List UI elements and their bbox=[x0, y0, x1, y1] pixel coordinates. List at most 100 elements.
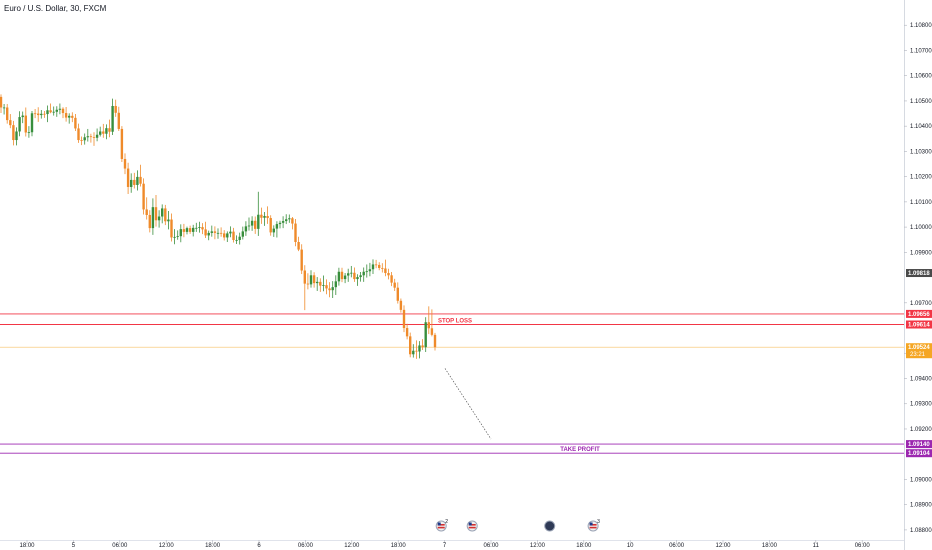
last-close-badge-text: 1.09818 bbox=[908, 271, 930, 277]
candle-body bbox=[316, 281, 319, 284]
candle-body bbox=[58, 108, 62, 110]
candle-body bbox=[92, 137, 96, 138]
candle-body bbox=[340, 271, 344, 280]
candle-body bbox=[223, 233, 226, 238]
candle-body bbox=[285, 219, 288, 222]
candle-body bbox=[399, 300, 403, 310]
candle-body bbox=[195, 227, 198, 229]
y-tick-label: 1.10100 bbox=[910, 200, 932, 206]
candle-body bbox=[359, 275, 362, 278]
candle-body bbox=[198, 227, 201, 228]
candle-body bbox=[123, 158, 127, 169]
candle-body bbox=[83, 137, 86, 141]
candle-body bbox=[167, 219, 170, 222]
candle-body bbox=[33, 113, 37, 115]
candle-body bbox=[297, 241, 300, 250]
y-tick-label: 1.09400 bbox=[910, 377, 932, 383]
candle-body bbox=[95, 134, 99, 138]
y-tick-label: 1.10200 bbox=[910, 175, 932, 181]
flag-stripe-icon bbox=[589, 526, 597, 529]
candle-body bbox=[322, 285, 325, 286]
candle-body bbox=[2, 107, 6, 109]
event-count: 3 bbox=[597, 519, 600, 525]
flag-stripe-icon bbox=[468, 524, 476, 526]
candle-body bbox=[207, 232, 210, 236]
candle-body bbox=[86, 136, 89, 138]
candle-body bbox=[185, 228, 189, 232]
candle-body bbox=[263, 216, 266, 218]
candle-body bbox=[334, 281, 337, 288]
candle-body bbox=[219, 232, 223, 234]
event-marker-dark[interactable] bbox=[544, 520, 556, 532]
candle-body bbox=[405, 328, 409, 337]
candle-body bbox=[74, 117, 77, 129]
y-tick-label: 1.10600 bbox=[910, 74, 932, 80]
x-tick-label: 18:00 bbox=[391, 543, 407, 549]
candle-body bbox=[384, 268, 387, 274]
candle-body bbox=[55, 109, 58, 112]
candle-body bbox=[424, 322, 427, 348]
stop-loss-label: STOP LOSS bbox=[438, 319, 472, 325]
candle-body bbox=[235, 239, 238, 241]
candle-body bbox=[229, 231, 232, 234]
candle-body bbox=[288, 218, 291, 220]
candle-body bbox=[353, 272, 356, 280]
candle-body bbox=[247, 225, 251, 227]
candle-body bbox=[390, 275, 393, 283]
candle-body bbox=[300, 249, 303, 271]
candle-body bbox=[9, 120, 12, 126]
candle-body bbox=[266, 216, 269, 219]
flag-stripe-icon bbox=[589, 524, 597, 526]
candle-body bbox=[331, 287, 334, 291]
y-tick-label: 1.09200 bbox=[910, 427, 932, 433]
y-tick-label: 1.10000 bbox=[910, 225, 932, 231]
candle-body bbox=[102, 131, 105, 134]
candle-body bbox=[412, 350, 415, 355]
candle-body bbox=[328, 288, 331, 291]
candle-body bbox=[396, 287, 399, 301]
candle-body bbox=[117, 112, 120, 129]
candle-body bbox=[0, 96, 3, 108]
candle-body bbox=[80, 140, 83, 141]
candle-body bbox=[325, 285, 328, 289]
candle-body bbox=[216, 232, 220, 234]
candle-body bbox=[312, 275, 316, 284]
candle-body bbox=[244, 226, 248, 232]
candle-body bbox=[139, 176, 142, 184]
candle-body bbox=[43, 113, 46, 115]
candle-body bbox=[250, 220, 254, 226]
candle-body bbox=[6, 107, 9, 121]
candle-body bbox=[272, 228, 275, 233]
target-upper-badge bbox=[906, 440, 932, 449]
candle-body bbox=[161, 208, 164, 217]
candle-body bbox=[306, 283, 310, 285]
candle-body bbox=[374, 264, 378, 266]
candle-body bbox=[173, 236, 176, 238]
candle-body bbox=[319, 281, 322, 286]
candle-body bbox=[30, 113, 34, 133]
candle-body bbox=[257, 214, 260, 229]
target-lower-badge-text: 1.09104 bbox=[908, 451, 930, 457]
candle-body bbox=[52, 111, 55, 113]
x-tick-label: 11 bbox=[813, 543, 820, 549]
event-count: 2 bbox=[445, 519, 448, 525]
flag-stripe-icon bbox=[437, 526, 445, 529]
candle-body bbox=[12, 125, 15, 141]
y-tick-label: 1.09300 bbox=[910, 402, 932, 408]
candle-body bbox=[232, 231, 235, 240]
y-tick-label: 1.10300 bbox=[910, 149, 932, 155]
candle-body bbox=[105, 128, 108, 134]
candle-body bbox=[347, 273, 350, 276]
candle-body bbox=[278, 222, 282, 225]
candle-body bbox=[49, 110, 52, 113]
candle-body bbox=[378, 264, 381, 268]
candle-body bbox=[343, 275, 347, 280]
candle-body bbox=[142, 183, 145, 210]
x-tick-label: 06:00 bbox=[669, 543, 685, 549]
candle-body bbox=[213, 231, 217, 233]
flag-stripe-icon bbox=[468, 526, 476, 529]
candle-body bbox=[365, 271, 368, 273]
candle-body bbox=[275, 224, 279, 229]
y-tick-label: 1.09700 bbox=[910, 301, 932, 307]
